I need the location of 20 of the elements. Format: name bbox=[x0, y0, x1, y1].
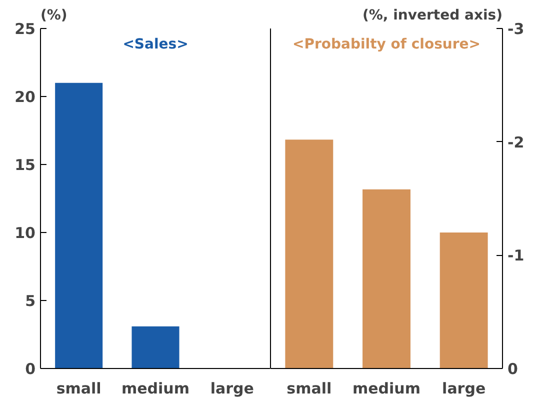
y2-axis-title: (%, inverted axis) bbox=[362, 8, 502, 24]
y2-tick-label: -2 bbox=[508, 133, 524, 152]
y-tick-label: 25 bbox=[14, 20, 36, 38]
x-tick-label: medium bbox=[352, 380, 421, 398]
y-tick-label: 10 bbox=[14, 224, 36, 242]
y2-tick-label: -1 bbox=[508, 246, 524, 265]
text: <Sales> bbox=[122, 36, 188, 52]
x-tick-label: large bbox=[210, 380, 254, 398]
y-axis-title: (%) bbox=[40, 8, 68, 24]
x-tick-label: small bbox=[286, 380, 332, 398]
y-tick-label: 20 bbox=[14, 88, 36, 106]
y2-tick-label: -3 bbox=[508, 20, 524, 38]
x-tick-label: medium bbox=[122, 380, 190, 398]
text: <Probabilty of closure> bbox=[292, 36, 481, 52]
x-tick-label: small bbox=[56, 380, 102, 398]
y-tick-label: 5 bbox=[25, 292, 36, 310]
y-tick-label: 0 bbox=[25, 360, 36, 378]
y2-tick-label: 0 bbox=[508, 360, 518, 378]
y-tick-label: 15 bbox=[14, 156, 36, 174]
x-tick-label: large bbox=[442, 380, 486, 398]
